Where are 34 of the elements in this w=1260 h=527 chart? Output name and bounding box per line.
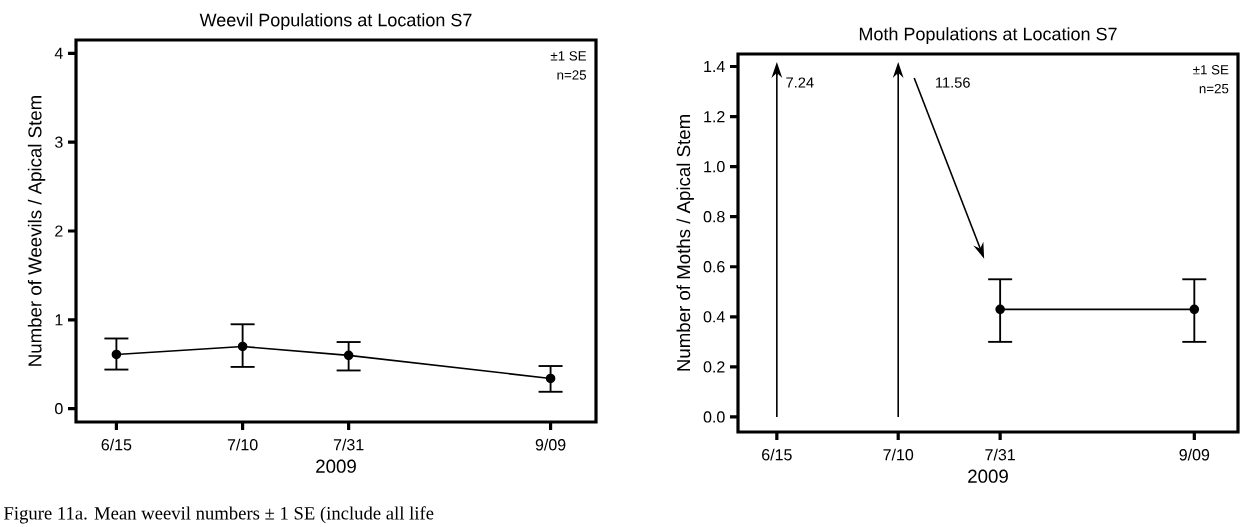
y-tick-label: 0.2 [703,361,725,373]
x-tick-label: 7/31 [985,448,1015,461]
ref-line-label: 7.24 [786,77,814,88]
chart-title: Moth Populations at Location S7 [859,27,1117,44]
y-tick-label: 0.6 [703,261,725,273]
annotation: n=25 [1199,83,1229,94]
y-tick-label: 0.8 [703,211,725,223]
annotation: ±1 SE [1193,65,1229,75]
y-tick-label: 1.4 [704,61,725,73]
y-tick-label: 1 [55,314,63,326]
caption: Figure 11a. Mean weevil numbers ± 1 SE (include all life [4,506,434,524]
y-tick-label: 3 [55,136,63,148]
x-tick-label: 9/09 [1179,448,1210,461]
y-tick-label: 4 [54,47,63,59]
y-tick-label: 1.2 [704,110,725,123]
ref-line-label: 11.56 [936,77,970,88]
y-tick-label: 2 [55,225,63,237]
x-tick-label: 7/10 [883,448,914,461]
y-tick-label: 0 [55,403,63,415]
x-axis-title: 2009 [968,469,1008,483]
x-tick-label: 6/15 [762,448,792,461]
annotation: ±1 SE [550,51,587,61]
y-tick-label: 1.0 [704,160,725,173]
y-tick-label: 0.4 [703,311,725,323]
x-axis-title: 2009 [316,459,356,473]
x-tick-label: 7/10 [227,438,258,451]
y-axis-title: Number of Weevils / Apical Stem [27,96,46,366]
annotation: n=25 [557,70,587,80]
x-tick-label: 9/09 [535,438,566,451]
y-tick-label: 0.0 [703,411,725,423]
chart-title: Weevil Populations at Location S7 [199,13,472,30]
x-tick-label: 6/15 [101,438,132,451]
y-axis-title: Number of Moths / Apical Stem [676,115,694,371]
x-tick-label: 7/31 [333,438,364,451]
